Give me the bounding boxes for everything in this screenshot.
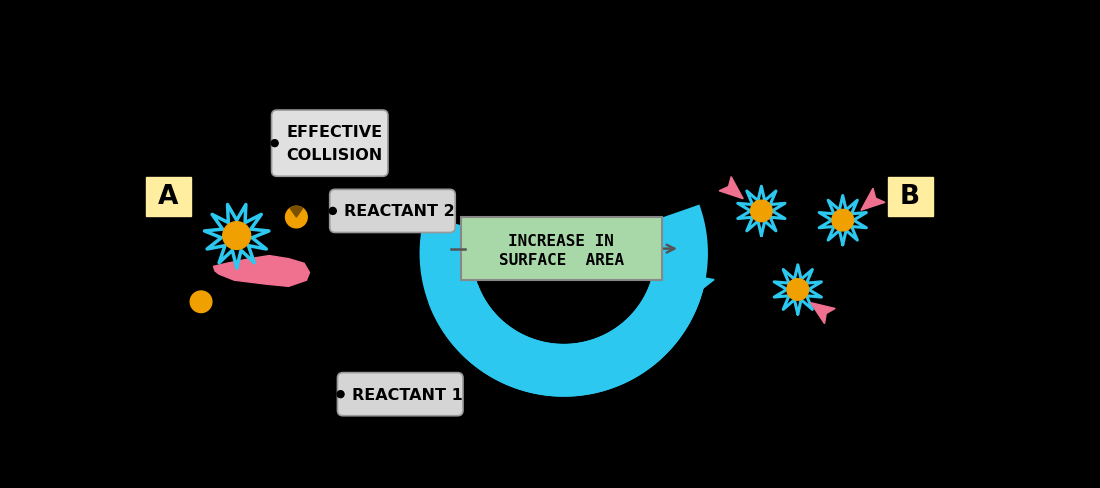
FancyBboxPatch shape [338,373,463,416]
Polygon shape [719,177,744,199]
Circle shape [329,208,337,215]
Polygon shape [861,189,884,211]
Polygon shape [213,256,309,287]
FancyBboxPatch shape [330,190,455,233]
FancyBboxPatch shape [461,218,662,281]
Text: B: B [900,184,921,210]
FancyBboxPatch shape [888,178,933,216]
Polygon shape [646,268,714,312]
Circle shape [337,391,344,398]
FancyBboxPatch shape [272,111,388,177]
Circle shape [832,210,854,231]
Text: INCREASE IN: INCREASE IN [508,233,615,248]
Text: A: A [158,184,178,210]
Circle shape [222,222,251,250]
Circle shape [286,207,307,228]
Text: EFFECTIVE: EFFECTIVE [286,125,383,140]
Text: REACTANT 2: REACTANT 2 [344,204,455,219]
Circle shape [786,279,808,301]
FancyBboxPatch shape [146,178,191,216]
Text: SURFACE  AREA: SURFACE AREA [499,253,624,268]
Text: REACTANT 1: REACTANT 1 [352,387,463,402]
Circle shape [750,201,772,222]
Polygon shape [811,303,835,324]
Circle shape [272,141,278,147]
Circle shape [190,291,212,313]
Text: COLLISION: COLLISION [286,148,383,163]
Wedge shape [290,207,303,218]
Polygon shape [416,215,484,261]
